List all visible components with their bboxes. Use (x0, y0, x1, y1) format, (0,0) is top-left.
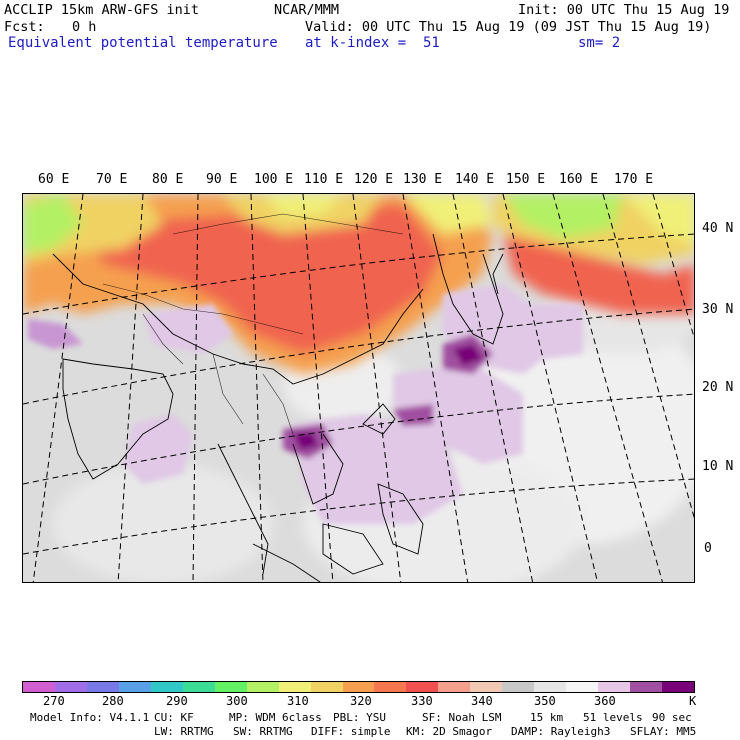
colorbar-swatch (150, 682, 183, 692)
lat-label: 10 N (702, 459, 734, 474)
colorbar-label: 360 (594, 694, 616, 708)
colorbar-swatch (374, 682, 407, 692)
colorbar-swatch (214, 682, 247, 692)
lon-label: 130 E (403, 172, 443, 187)
center-label: NCAR/MMM (274, 2, 340, 18)
colorbar-unit: K (689, 694, 697, 708)
lat-label: 0 (704, 541, 712, 556)
colorbar-label: 320 (350, 694, 372, 708)
colorbar-label: 310 (287, 694, 309, 708)
colorbar-swatch (246, 682, 279, 692)
colorbar-swatch (86, 682, 119, 692)
footer-mp: MP: WDM 6class (229, 711, 322, 724)
footer-diff: DIFF: simple (311, 725, 391, 738)
lon-label: 160 E (559, 172, 599, 187)
lon-label: 60 E (38, 172, 70, 187)
footer-timestep: 90 sec (652, 711, 692, 724)
colorbar-swatch (54, 682, 87, 692)
colorbar-swatch (438, 682, 471, 692)
footer-model-info: Model Info: V4.1.1 (30, 711, 150, 724)
lon-label: 70 E (96, 172, 128, 187)
lon-label: 140 E (455, 172, 495, 187)
footer-km: KM: 2D Smagor (406, 725, 493, 738)
footer-sw: SW: RRTMG (233, 725, 293, 738)
colorbar (22, 681, 695, 693)
colorbar-label: 330 (411, 694, 433, 708)
footer-cu: CU: KF (154, 711, 194, 724)
colorbar-swatch (310, 682, 343, 692)
colorbar-swatch (630, 682, 663, 692)
lon-label: 90 E (206, 172, 238, 187)
lat-label: 20 N (702, 380, 734, 395)
footer-levels: 51 levels (583, 711, 643, 724)
lon-label: 170 E (614, 172, 654, 187)
field-name: Equivalent potential temperature (8, 35, 278, 51)
colorbar-swatch (502, 682, 535, 692)
theta-e-field (23, 194, 694, 582)
footer-damp: DAMP: Rayleigh3 (511, 725, 611, 738)
footer-sf: SF: Noah LSM (422, 711, 502, 724)
lon-label: 100 E (254, 172, 294, 187)
model-title: ACCLIP 15km ARW-GFS init (4, 2, 200, 18)
footer-sflay: SFLAY: MM5 (630, 725, 697, 738)
lat-label: 30 N (702, 302, 734, 317)
colorbar-label: 340 (471, 694, 493, 708)
colorbar-swatch (118, 682, 151, 692)
lon-label: 110 E (304, 172, 344, 187)
init-time: Init: 00 UTC Thu 15 Aug 19 (518, 2, 730, 18)
footer-resolution: 15 km (530, 711, 564, 724)
graticule (23, 194, 694, 582)
smoothing-label: sm= 2 (578, 35, 621, 51)
lon-label: 80 E (152, 172, 184, 187)
colorbar-swatch (598, 682, 631, 692)
purple-high-theta-e (28, 284, 583, 524)
lon-label: 150 E (506, 172, 546, 187)
map-panel (22, 193, 695, 583)
coastlines (52, 233, 504, 582)
lon-label: 120 E (354, 172, 394, 187)
colorbar-label: 300 (226, 694, 248, 708)
colorbar-swatch (470, 682, 503, 692)
colorbar-swatch (278, 682, 311, 692)
colorbar-label: 280 (102, 694, 124, 708)
colorbar-swatch (182, 682, 215, 692)
footer-pbl: PBL: YSU (333, 711, 386, 724)
colorbar-swatch (662, 682, 695, 692)
colorbar-swatch (566, 682, 599, 692)
footer-lw: LW: RRTMG (154, 725, 214, 738)
colorbar-label: 290 (166, 694, 188, 708)
valid-time: Valid: 00 UTC Thu 15 Aug 19 (09 JST Thu … (305, 19, 712, 35)
country-borders (102, 213, 404, 435)
colorbar-swatch (534, 682, 567, 692)
colorbar-label: 350 (534, 694, 556, 708)
colorbar-label: 270 (43, 694, 65, 708)
colorbar-swatch (23, 682, 55, 692)
colorbar-swatch (406, 682, 439, 692)
fcst-label: Fcst: (4, 19, 45, 35)
fcst-value: 0 h (72, 19, 97, 35)
level-label: at k-index = 51 (305, 35, 440, 51)
colorbar-swatch (342, 682, 375, 692)
lat-label: 40 N (702, 221, 734, 236)
